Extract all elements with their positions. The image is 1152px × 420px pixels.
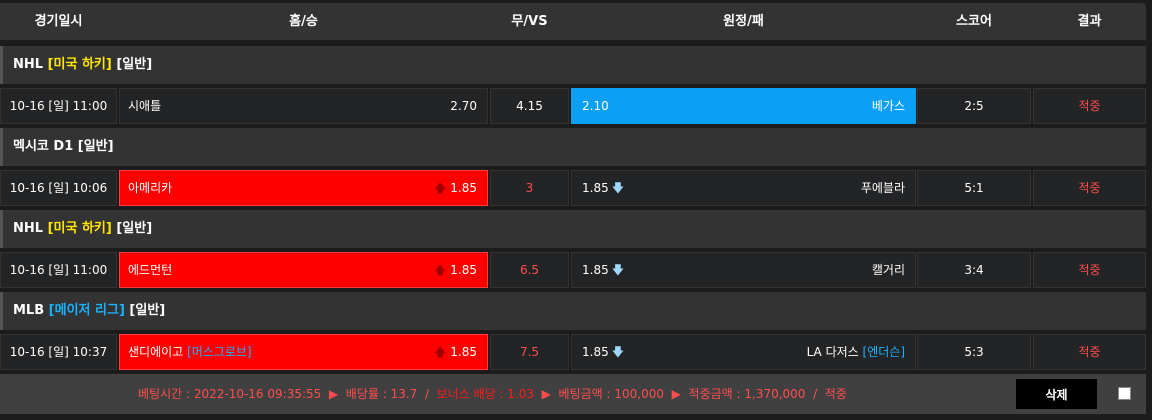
- header-home: 홈/승: [289, 14, 318, 29]
- bet-status: 적중: [824, 387, 847, 401]
- home-bet-cell[interactable]: 에드먼턴 🡅 1.85: [119, 252, 488, 288]
- home-team: 샌디에이고: [128, 345, 184, 359]
- header-result: 결과: [1077, 14, 1102, 29]
- match-row: 10-16 [일] 11:00 에드먼턴 🡅 1.85 6.5 1.85 🡇 캘거리…: [0, 252, 1146, 288]
- match-date: 10-16 [일] 11:00: [0, 252, 117, 288]
- league-type: [일반]: [116, 221, 153, 236]
- away-team: 캘거리: [871, 263, 905, 277]
- match-result: 적중: [1033, 334, 1146, 370]
- home-odds: 2.70: [450, 99, 477, 113]
- league-type: [일반]: [116, 57, 153, 72]
- match-score: 5:1: [917, 170, 1031, 206]
- bet-time: 베팅시간 : 2022-10-16 09:35:55: [138, 387, 322, 401]
- away-odds: 1.85: [582, 181, 609, 195]
- bet-summary-footer: 베팅시간 : 2022-10-16 09:35:55 ▶ 배당률 : 13.7 …: [0, 374, 1146, 414]
- league-header: NHL [미국 하키] [일반]: [0, 46, 1146, 84]
- match-result: 적중: [1033, 170, 1146, 206]
- play-icon: ▶: [671, 387, 681, 401]
- play-icon: ▶: [328, 387, 339, 401]
- home-bet-cell[interactable]: 샌디에이고 [머스그로브] 🡅 1.85: [119, 334, 488, 370]
- match-row: 10-16 [일] 10:06 아메리카 🡅 1.85 3 1.85 🡇 푸에블라 …: [0, 170, 1146, 206]
- league-tag: [메이저 리그]: [48, 303, 125, 318]
- league-tag: [미국 하키]: [47, 221, 112, 236]
- match-date: 10-16 [일] 10:06: [0, 170, 117, 206]
- away-bet-cell[interactable]: 1.85 🡇 캘거리: [571, 252, 916, 288]
- home-odds: 1.85: [450, 345, 477, 359]
- delete-button[interactable]: 삭제: [1016, 379, 1097, 409]
- match-score: 5:3: [917, 334, 1031, 370]
- league-tag: [미국 하키]: [47, 57, 112, 72]
- match-result: 적중: [1033, 252, 1146, 288]
- header-draw: 무/VS: [511, 14, 548, 29]
- header-away: 원정/패: [723, 14, 764, 29]
- header-score: 스코어: [956, 14, 992, 29]
- league-name: NHL: [13, 57, 44, 72]
- table-header: 경기일시 홈/승 무/VS 원정/패 스코어 결과: [0, 3, 1146, 40]
- away-team: 푸에블라: [860, 181, 905, 195]
- win-amount: 적중금액 : 1,370,000: [688, 387, 806, 401]
- league-type: [일반]: [77, 139, 114, 154]
- total-odds: 배당률 : 13.7: [345, 387, 418, 401]
- arrow-down-icon: 🡇: [611, 181, 625, 195]
- arrow-up-icon: 🡅: [433, 263, 447, 277]
- arrow-up-icon: 🡅: [433, 181, 447, 195]
- home-team: 시애틀: [128, 99, 162, 113]
- league-name: MLB: [13, 303, 45, 318]
- away-bet-cell[interactable]: 1.85 🡇 LA 다저스 [엔더슨]: [571, 334, 916, 370]
- league-name: 멕시코 D1: [13, 139, 74, 154]
- away-bet-cell[interactable]: 1.85 🡇 푸에블라: [571, 170, 916, 206]
- away-pitcher: [엔더슨]: [862, 345, 905, 359]
- home-bet-cell[interactable]: 시애틀 2.70: [119, 88, 488, 124]
- bonus-odds: 보너스 배당 : 1.03: [436, 387, 535, 401]
- away-odds: 1.85: [582, 345, 609, 359]
- bet-amount: 베팅금액 : 100,000: [558, 387, 665, 401]
- draw-odds[interactable]: 3: [490, 170, 569, 206]
- draw-odds[interactable]: 4.15: [490, 88, 569, 124]
- match-score: 2:5: [917, 88, 1031, 124]
- match-row: 10-16 [일] 10:37 샌디에이고 [머스그로브] 🡅 1.85 7.5 …: [0, 334, 1146, 370]
- league-name: NHL: [13, 221, 44, 236]
- league-header: MLB [메이저 리그] [일반]: [0, 292, 1146, 330]
- league-type: [일반]: [129, 303, 166, 318]
- arrow-up-icon: 🡅: [433, 345, 447, 359]
- play-icon: ▶: [541, 387, 551, 401]
- match-date: 10-16 [일] 11:00: [0, 88, 117, 124]
- league-header: 멕시코 D1 [일반]: [0, 128, 1146, 166]
- away-team: 베가스: [871, 99, 905, 113]
- away-odds: 1.85: [582, 263, 609, 277]
- match-result: 적중: [1033, 88, 1146, 124]
- home-odds: 1.85: [450, 181, 477, 195]
- match-date: 10-16 [일] 10:37: [0, 334, 117, 370]
- header-date: 경기일시: [34, 14, 83, 29]
- draw-odds[interactable]: 6.5: [490, 252, 569, 288]
- home-team: 에드먼턴: [128, 263, 173, 277]
- league-header: NHL [미국 하키] [일반]: [0, 210, 1146, 248]
- away-team: LA 다저스: [806, 345, 859, 359]
- match-row: 10-16 [일] 11:00 시애틀 2.70 4.15 2.10 베가스 2…: [0, 88, 1146, 124]
- home-odds: 1.85: [450, 263, 477, 277]
- draw-odds[interactable]: 7.5: [490, 334, 569, 370]
- away-odds: 2.10: [582, 99, 609, 113]
- arrow-down-icon: 🡇: [611, 345, 625, 359]
- away-bet-cell[interactable]: 2.10 베가스: [571, 88, 916, 124]
- arrow-down-icon: 🡇: [611, 263, 625, 277]
- home-bet-cell[interactable]: 아메리카 🡅 1.85: [119, 170, 488, 206]
- match-score: 3:4: [917, 252, 1031, 288]
- bet-summary: 베팅시간 : 2022-10-16 09:35:55 ▶ 배당률 : 13.7 …: [138, 387, 847, 401]
- select-checkbox[interactable]: [1118, 387, 1131, 400]
- home-pitcher: [머스그로브]: [187, 345, 252, 359]
- home-team: 아메리카: [128, 181, 173, 195]
